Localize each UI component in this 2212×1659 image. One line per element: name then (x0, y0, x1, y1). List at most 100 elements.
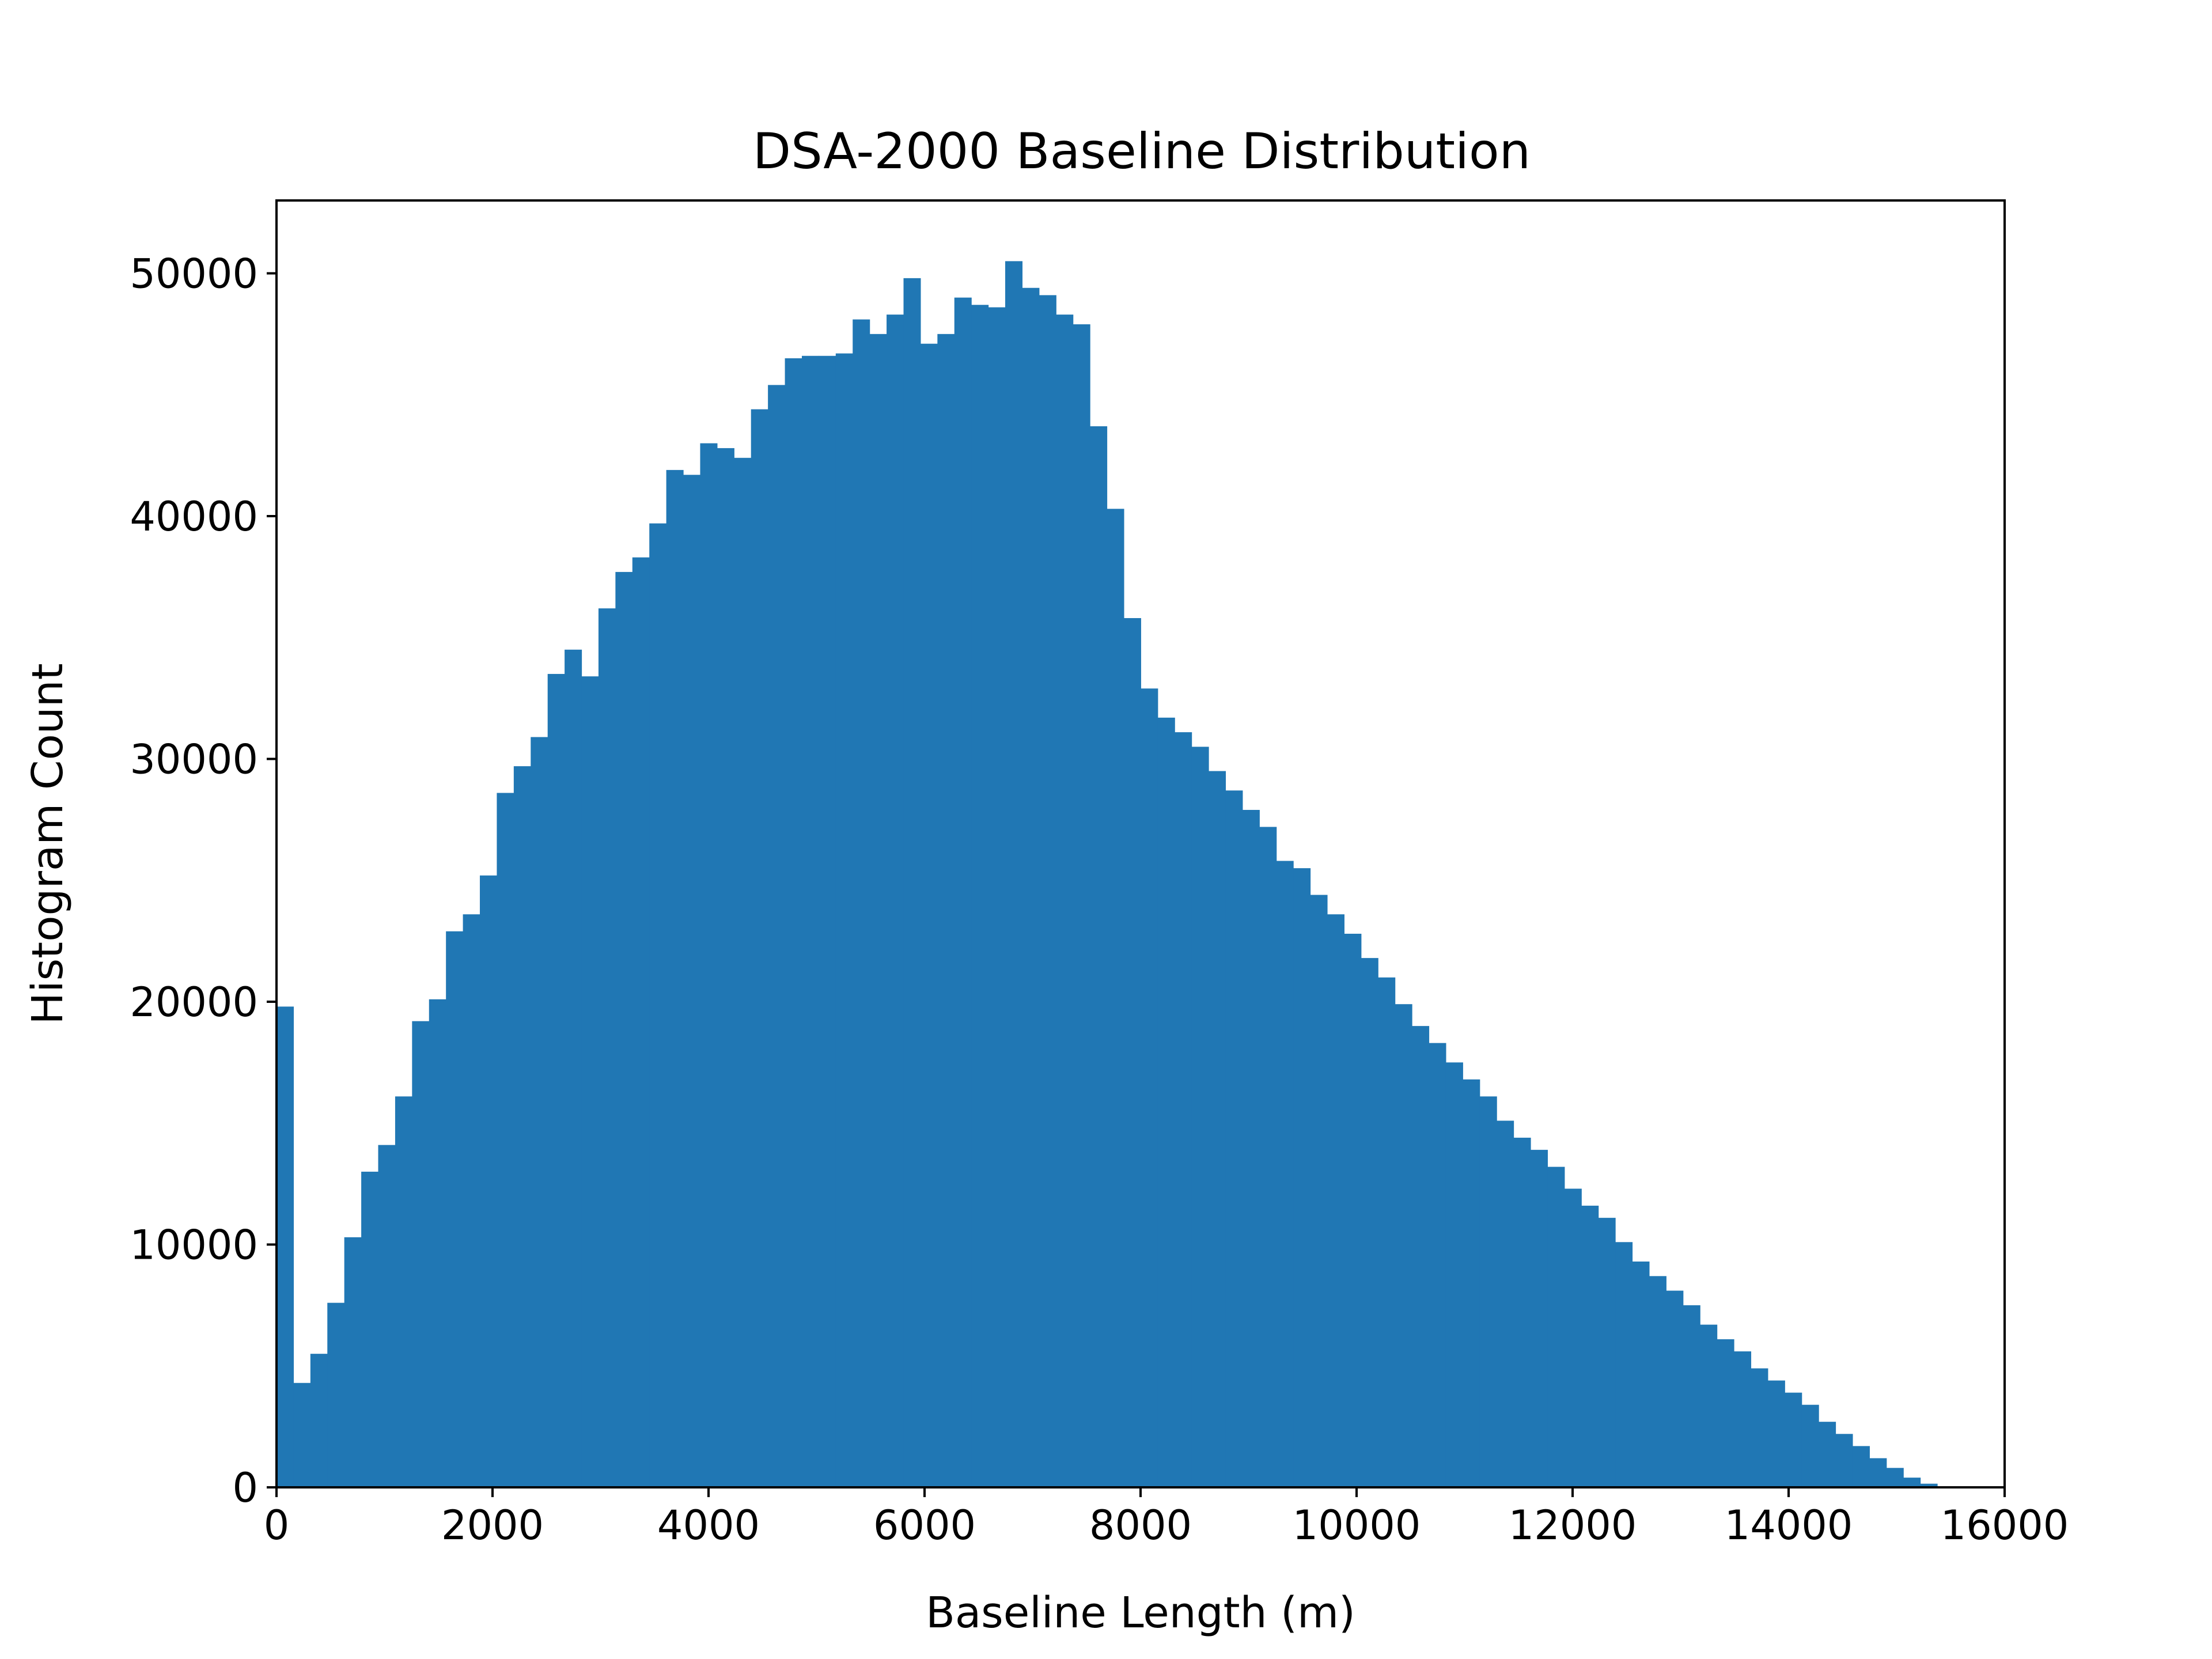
histogram-bar (632, 557, 650, 1487)
histogram-bar (1632, 1261, 1650, 1487)
histogram-bar (1310, 895, 1328, 1487)
histogram-bar (480, 875, 498, 1487)
histogram-bar (1920, 1483, 1938, 1487)
histogram-bar (1276, 861, 1294, 1487)
histogram-bar (1005, 261, 1023, 1487)
histogram-bar (1852, 1446, 1870, 1487)
histogram-bar (1412, 1026, 1430, 1487)
histogram-bar (1700, 1324, 1718, 1487)
histogram-bar (835, 353, 853, 1487)
histogram-bar (446, 931, 464, 1487)
histogram-bar (1209, 771, 1226, 1487)
histogram-bar (1107, 509, 1124, 1488)
histogram-bar (429, 999, 446, 1487)
histogram-bar (1734, 1351, 1752, 1487)
histogram-bar (293, 1382, 311, 1487)
histogram-bar (1547, 1166, 1565, 1487)
histogram-bar (547, 673, 565, 1487)
histogram-bar (1615, 1242, 1633, 1487)
histogram-bar (751, 409, 768, 1488)
histogram-bar (378, 1145, 396, 1487)
histogram-bar (717, 448, 734, 1487)
histogram-bar (1801, 1404, 1819, 1487)
histogram-bar (276, 1006, 294, 1487)
histogram-bar (1886, 1468, 1904, 1487)
histogram-bar (1903, 1478, 1921, 1487)
histogram-bar (361, 1172, 379, 1487)
histogram-bar (785, 358, 802, 1487)
histogram-bar (819, 355, 836, 1487)
histogram-bar (734, 457, 752, 1487)
histogram-bar (1785, 1392, 1802, 1487)
histogram-bar (920, 343, 938, 1487)
histogram-bar (903, 278, 921, 1487)
histogram-bar (531, 737, 548, 1487)
histogram-bar (581, 676, 599, 1487)
histogram-bar (887, 315, 904, 1488)
histogram-bar (1242, 809, 1260, 1487)
histogram-bar (1869, 1458, 1887, 1487)
histogram-bar (513, 766, 531, 1487)
histogram-bar (344, 1237, 362, 1487)
histogram-bar (1751, 1368, 1768, 1487)
x-tick-label: 16000 (1941, 1502, 2069, 1549)
y-tick-label: 20000 (130, 979, 258, 1026)
histogram-bar (1819, 1422, 1836, 1487)
histogram-bar (310, 1354, 328, 1487)
histogram-bar (801, 355, 819, 1487)
histogram-bar (1344, 933, 1362, 1487)
x-tick-label: 14000 (1725, 1502, 1853, 1549)
x-axis-ticks: 0 2000 4000 6000 8000 10000 12000 14000 16000 (264, 1487, 2069, 1549)
y-axis-ticks: 0 10000 20000 30000 40000 50000 (130, 250, 276, 1512)
histogram-bar (412, 1021, 430, 1487)
y-tick-label: 50000 (130, 250, 258, 297)
histogram-bar (1073, 324, 1090, 1488)
histogram-bar (937, 334, 955, 1487)
histogram-bar (1191, 747, 1209, 1487)
histogram-bar (565, 649, 582, 1487)
histogram-bar (1259, 827, 1277, 1487)
histogram-bar (1463, 1079, 1480, 1487)
histogram-bar (700, 443, 718, 1487)
x-tick-label: 4000 (657, 1502, 760, 1549)
histogram-bar (1767, 1380, 1785, 1487)
x-axis-label: Baseline Length (m) (926, 1588, 1355, 1638)
histogram-bar (869, 334, 887, 1487)
histogram-bar (1395, 1004, 1412, 1487)
y-tick-label: 30000 (130, 736, 258, 783)
histogram-bar (853, 319, 870, 1488)
histogram-bar (1835, 1434, 1853, 1487)
histogram-bar (1497, 1120, 1514, 1487)
histogram-bar (1513, 1138, 1531, 1487)
histogram-bar (463, 914, 480, 1487)
x-tick-label: 12000 (1509, 1502, 1637, 1549)
histogram-bar (1479, 1096, 1497, 1487)
histogram-bar (497, 793, 514, 1487)
histogram-bar (1429, 1043, 1446, 1487)
y-tick-label: 0 (232, 1464, 258, 1512)
x-tick-label: 2000 (441, 1502, 544, 1549)
histogram-bar (1141, 688, 1158, 1487)
histogram-bar (1327, 914, 1344, 1487)
histogram-bar (954, 297, 972, 1487)
histogram-bar (1683, 1305, 1700, 1487)
histogram-bar (1293, 868, 1311, 1487)
histogram-bar (1581, 1206, 1599, 1487)
histogram-bar (1056, 315, 1074, 1488)
histogram-bar (615, 571, 633, 1487)
histogram-bar (1445, 1062, 1463, 1487)
x-tick-label: 0 (264, 1502, 290, 1549)
histogram-bar (395, 1096, 412, 1487)
histogram-bars (276, 261, 1955, 1488)
histogram-bar (1378, 977, 1396, 1487)
histogram-bar (1175, 732, 1192, 1487)
histogram-bar (683, 475, 701, 1487)
histogram-bar (1598, 1218, 1616, 1487)
histogram-bar (598, 608, 616, 1487)
histogram-bar (1039, 295, 1056, 1487)
histogram-bar (1649, 1276, 1666, 1487)
x-tick-label: 8000 (1089, 1502, 1192, 1549)
y-axis-label: Histogram Count (23, 663, 73, 1024)
histogram-bar (1564, 1188, 1582, 1487)
histogram-bar (1022, 287, 1040, 1487)
